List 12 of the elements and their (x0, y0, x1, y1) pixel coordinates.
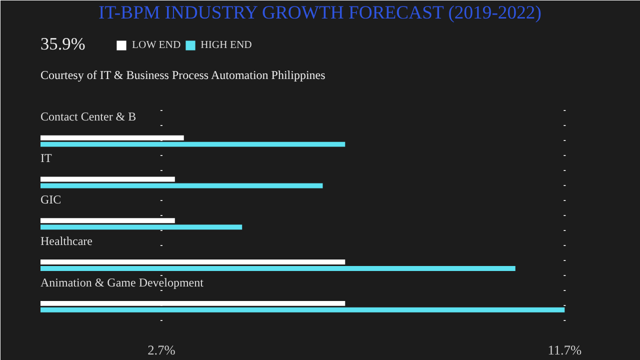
y-tick-label: GIC (40, 192, 62, 206)
x-tick-label: 11.7% (548, 342, 582, 358)
chart-title: IT-BPM INDUSTRY GROWTH FORECAST (2019-2022) (98, 2, 542, 24)
text: 35.9% (40, 34, 86, 54)
y-tick-label: Animation & Game Development (40, 275, 204, 290)
y-tick-label: Contact Center & B (40, 110, 136, 124)
legend-label: LOW END (132, 39, 181, 51)
chart-subtitle: Courtesy of IT & Business Process Automation Philippines (40, 68, 326, 82)
x-tick-label: 2.7% (148, 342, 176, 358)
legend-label: HIGH END (200, 39, 252, 51)
y-tick-label: IT (40, 151, 52, 166)
y-tick-label: Healthcare (40, 234, 92, 248)
